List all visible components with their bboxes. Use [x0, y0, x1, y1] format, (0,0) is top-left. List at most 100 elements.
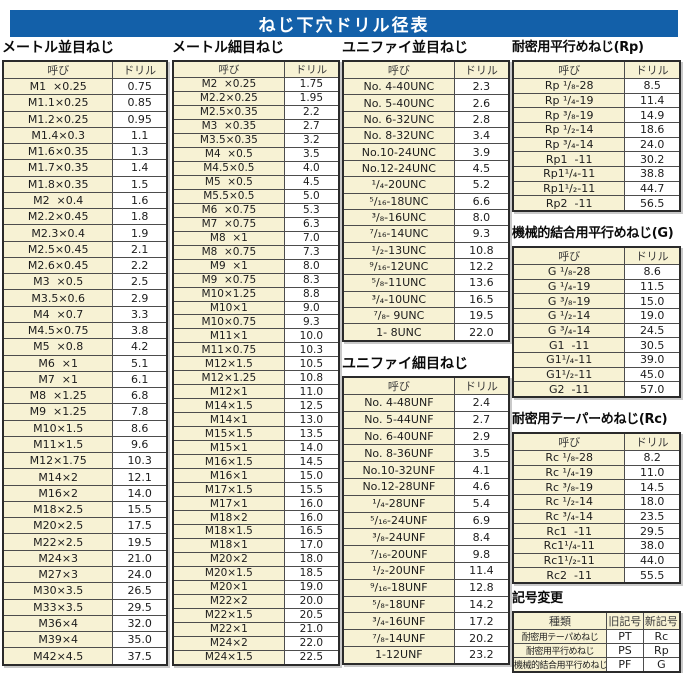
- thread-name-cell: ¹/₂-20UNF: [342, 561, 455, 580]
- thread-name-cell: M18×2: [172, 510, 285, 525]
- table-row: M11×1.5 9.6: [2, 435, 168, 454]
- rp-thread-table: 呼び ドリル Rp ¹/₈-28 8.5 Rp ¹/₄-19 11.4 Rp ³/₈-1…: [512, 60, 681, 212]
- column-header-name: 呼び: [342, 376, 455, 395]
- unified-fine-table: 呼び ドリル No. 4-48UNF 2.4 No. 5-44UNF 2.7 No. 6…: [342, 376, 510, 665]
- thread-name-cell: Rp ¹/₄-19: [512, 92, 626, 109]
- table-row: M10×0.75 9.3: [172, 314, 340, 330]
- table-row: M1 ×0.25 0.75: [2, 77, 168, 96]
- drill-value-cell: 3.2: [283, 132, 340, 148]
- drill-value-cell: 18.6: [624, 121, 681, 138]
- drill-value-cell: 20.2: [453, 629, 510, 647]
- drill-value-cell: 8.4: [453, 528, 510, 547]
- table-row: ⁷/₁₆-20UNF 9.8: [342, 545, 510, 563]
- table-row: No. 8-36UNF 3.5: [342, 444, 510, 463]
- table-row: No. 6-32UNC 2.8: [342, 110, 510, 129]
- drill-value-cell: 12.1: [112, 468, 168, 486]
- table-row: M4 ×0.7 3.3: [2, 305, 168, 323]
- drill-value-cell: 10.0: [283, 328, 340, 344]
- thread-name-cell: M15×1.5: [172, 426, 285, 442]
- drill-value-cell: 16.5: [283, 524, 340, 539]
- thread-name-cell: ⁵/₈-18UNF: [342, 595, 455, 614]
- table-row: ⁵/₈-18UNF 14.2: [342, 595, 510, 614]
- table-row: M11×0.75 10.3: [172, 342, 340, 358]
- table-row: M5.5×0.5 5.0: [172, 188, 340, 204]
- table-row: M1.2×0.25 0.95: [2, 110, 168, 128]
- drill-value-cell: 29.5: [112, 598, 168, 616]
- thread-name-cell: No. 6-32UNC: [342, 110, 455, 129]
- column-header-new-symbol: 新記号: [642, 611, 681, 630]
- header-row: 呼び ドリル: [172, 60, 340, 78]
- thread-type-cell: 耐密用平行めねじ: [512, 643, 608, 658]
- table-row: No. 4-40UNC 2.3: [342, 77, 510, 96]
- drill-value-cell: 8.5: [624, 78, 681, 94]
- drill-value-cell: 32.0: [112, 614, 168, 633]
- table-row: M7 ×1 6.1: [2, 370, 168, 389]
- drill-value-cell: 1.8: [112, 208, 168, 226]
- table-row: ⁹/₁₆-12UNC 12.2: [342, 257, 510, 276]
- thread-name-cell: No. 5-40UNC: [342, 94, 455, 112]
- column-header-name: 呼び: [512, 60, 626, 79]
- drill-value-cell: 3.4: [453, 127, 510, 145]
- drill-value-cell: 19.5: [453, 307, 510, 325]
- drill-value-cell: 29.5: [624, 523, 681, 539]
- thread-name-cell: 1- 8UNC: [342, 323, 455, 342]
- thread-name-cell: M22×1.5: [172, 607, 285, 623]
- thread-name-cell: M1 ×0.25: [2, 77, 114, 96]
- drill-value-cell: 38.8: [624, 165, 681, 182]
- drill-value-cell: 7.3: [283, 244, 340, 260]
- table-row: M4.5×0.5 4.0: [172, 160, 340, 176]
- drill-value-cell: 30.2: [624, 151, 681, 167]
- symbol-change-table: 種類 旧記号 新記号 耐密用テーパめねじ PT Rc 耐密用平行めねじ PS Rp 機械的結…: [512, 611, 681, 673]
- thread-name-cell: M4.5×0.5: [172, 160, 285, 176]
- thread-name-cell: No.12-24UNC: [342, 159, 455, 178]
- thread-name-cell: M11×1.5: [2, 435, 114, 454]
- drill-value-cell: 16.0: [283, 496, 340, 512]
- table-row: M24×3 21.0: [2, 549, 168, 567]
- column-header-name: 呼び: [342, 60, 455, 79]
- drill-value-cell: 8.6: [112, 419, 168, 437]
- thread-name-cell: No. 6-40UNF: [342, 427, 455, 446]
- table-row: M20×1 19.0: [172, 579, 340, 595]
- table-row: Rp ¹/₈-28 8.5: [512, 78, 681, 94]
- thread-name-cell: Rp2 -11: [512, 195, 626, 212]
- table-row: M9 ×1.25 7.8: [2, 403, 168, 421]
- drill-value-cell: 13.0: [283, 412, 340, 428]
- drill-value-cell: 4.6: [453, 477, 510, 496]
- thread-name-cell: M22×1: [172, 621, 285, 637]
- thread-name-cell: M12×1.75: [2, 452, 114, 470]
- table-row: ⁵/₁₆-24UNF 6.9: [342, 511, 510, 530]
- drill-value-cell: 8.0: [283, 258, 340, 274]
- drill-value-cell: 16.0: [283, 510, 340, 525]
- thread-name-cell: M2.2×0.45: [2, 208, 114, 226]
- drill-value-cell: 3.5: [453, 444, 510, 463]
- column-header-name: 呼び: [512, 432, 626, 451]
- table-row: Rp1¹/₂-11 44.7: [512, 180, 681, 197]
- thread-name-cell: No. 8-32UNC: [342, 127, 455, 145]
- drill-value-cell: 10.3: [112, 452, 168, 470]
- header-row: 呼び ドリル: [512, 432, 681, 451]
- table-row: M2.5×0.45 2.1: [2, 240, 168, 258]
- drill-value-cell: 22.5: [283, 649, 340, 666]
- column-header-drill: ドリル: [453, 376, 510, 395]
- table-row: Rp1 -11 30.2: [512, 151, 681, 167]
- thread-name-cell: ⁷/₁₆-20UNF: [342, 545, 455, 563]
- column-header-drill: ドリル: [624, 60, 681, 79]
- drill-value-cell: 1.75: [283, 77, 340, 92]
- drill-value-cell: 21.0: [283, 621, 340, 637]
- table-row: G ³/₈-19 15.0: [512, 293, 681, 309]
- drill-value-cell: 6.9: [453, 511, 510, 530]
- drill-value-cell: 14.5: [283, 454, 340, 470]
- thread-name-cell: M24×1.5: [172, 649, 285, 666]
- thread-name-cell: M11×1: [172, 328, 285, 344]
- table-row: M7 ×0.75 6.3: [172, 216, 340, 232]
- header-row: 呼び ドリル: [2, 60, 168, 79]
- thread-name-cell: M1.7×0.35: [2, 159, 114, 177]
- drill-value-cell: 7.8: [112, 403, 168, 421]
- drill-value-cell: 17.2: [453, 612, 510, 631]
- table-row: ³/₈-16UNC 8.0: [342, 208, 510, 227]
- table-row: M6 ×1 5.1: [2, 354, 168, 372]
- thread-name-cell: M2 ×0.4: [2, 191, 114, 210]
- table-row: G2 -11 57.0: [512, 381, 681, 398]
- table-row: M15×1.5 13.5: [172, 426, 340, 442]
- thread-name-cell: M2.5×0.45: [2, 240, 114, 258]
